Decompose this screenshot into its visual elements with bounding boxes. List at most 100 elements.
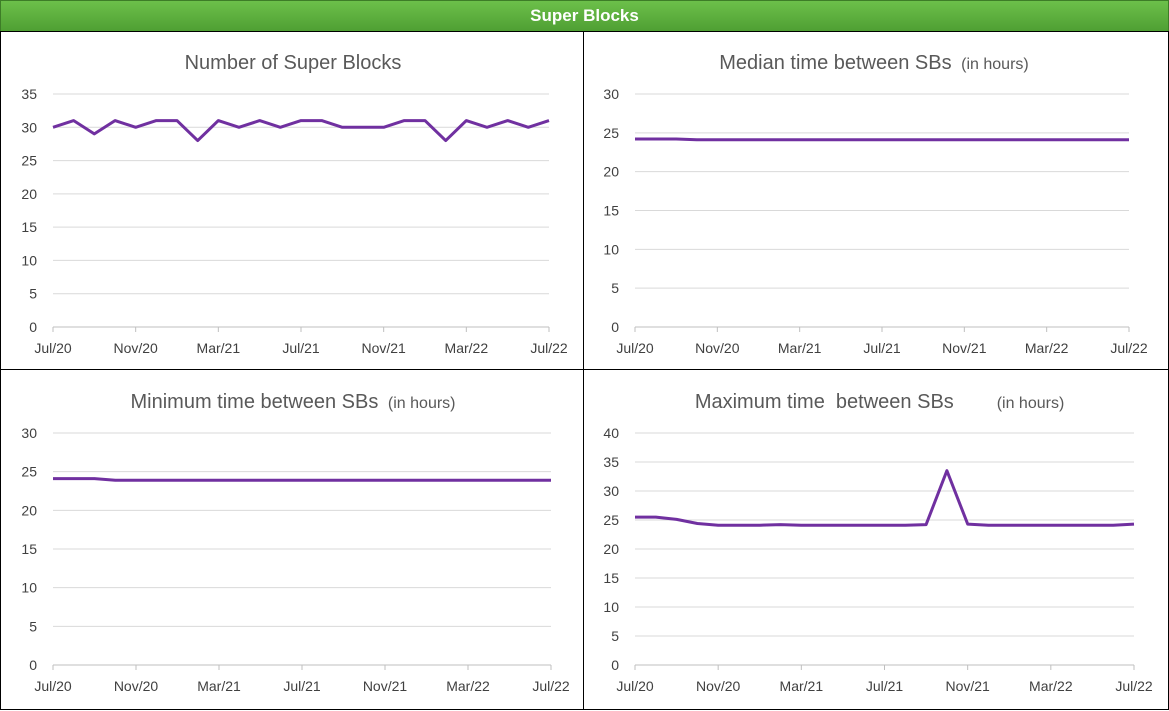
x-tick-label: Nov/21 [361,340,406,356]
y-tick-label: 25 [603,125,619,141]
gridlines [634,93,1130,332]
y-tick-label: 35 [21,86,37,102]
x-tick-label: Mar/21 [197,340,241,356]
chart-title-unit: (in hours) [388,395,456,412]
x-tick-label: Jul/21 [283,678,321,694]
x-tick-label: Mar/22 [1025,340,1069,356]
chart-title-main: Number of Super Blocks [185,52,402,74]
y-tick-label: 30 [603,483,619,499]
series-line [53,477,551,482]
y-tick-label: 35 [603,454,619,470]
series-line [52,119,550,143]
y-tick-label: 15 [603,570,619,586]
x-axis-labels: Jul/20 Nov/20 Mar/21 Jul/21 Nov/21 Mar/22 Jul/… [34,340,568,356]
y-tick-label: 15 [21,219,37,235]
chart-title: Median time between SBs (in hours) [719,52,1028,74]
y-axis-labels: 0 5 10 15 20 25 30 [603,86,619,335]
chart-title-main: Median time between SBs [719,52,951,74]
x-axis-labels: Jul/20 Nov/20 Mar/21 Jul/21 Nov/21 Mar/22 Jul/… [616,340,1148,356]
x-tick-label: Jul/22 [532,678,570,694]
x-tick-label: Mar/21 [197,678,241,694]
x-tick-label: Jul/20 [616,340,654,356]
gridlines [52,432,552,670]
y-tick-label: 20 [603,164,619,180]
y-tick-label: 5 [29,618,37,634]
y-axis-labels: 0 5 10 15 20 25 30 [21,425,37,673]
y-axis-labels: 0 5 10 15 20 25 30 35 40 [603,425,619,673]
chart-panel-minimum-time: Minimum time between SBs (in hours) 0 5 10… [0,369,584,710]
x-tick-label: Jul/20 [616,678,654,694]
chart-title-unit: (in hours) [997,395,1065,412]
series-layer [52,119,550,143]
y-tick-label: 25 [603,512,619,528]
chart-title: Maximum time between SBs (in hours) [656,391,1092,413]
page-header: Super Blocks [0,0,1169,32]
chart-title: Number of Super Blocks [185,52,402,74]
series-layer [635,137,1129,142]
y-tick-label: 20 [603,541,619,557]
chart-title-unit: (in hours) [961,56,1029,73]
x-tick-label: Mar/21 [780,678,824,694]
y-axis-labels: 0 5 10 15 20 25 30 35 [21,86,37,335]
x-tick-label: Jul/22 [530,340,568,356]
x-tick-label: Jul/20 [34,678,72,694]
y-tick-label: 25 [21,464,37,480]
x-tick-label: Jul/21 [282,340,320,356]
gridlines [52,93,550,332]
x-axis-labels: Jul/20 Nov/20 Mar/21 Jul/21 Nov/21 Mar/22 Jul/… [34,678,570,694]
chart-title-main: Maximum time between SBs [695,391,954,413]
gridlines [634,432,1135,670]
x-tick-label: Nov/20 [695,340,740,356]
header-title: Super Blocks [530,6,639,25]
x-tick-label: Nov/20 [114,678,159,694]
y-tick-label: 0 [29,657,37,673]
x-axis-labels: Jul/20 Nov/20 Mar/21 Jul/21 Nov/21 Mar/22 Jul/… [616,678,1153,694]
chart-title: Minimum time between SBs (in hours) [130,391,455,413]
y-tick-label: 25 [21,153,37,169]
y-tick-label: 30 [21,425,37,441]
y-tick-label: 15 [21,541,37,557]
y-tick-label: 30 [603,86,619,102]
x-tick-label: Nov/21 [363,678,408,694]
x-tick-label: Mar/22 [1029,678,1073,694]
chart-panel-median-time: Median time between SBs (in hours) 0 5 10 1… [583,31,1169,370]
x-tick-label: Jul/21 [863,340,901,356]
x-tick-label: Nov/20 [113,340,158,356]
chart-median-time: Median time between SBs (in hours) 0 5 10 1… [603,52,1148,356]
y-tick-label: 0 [611,319,619,335]
y-tick-label: 0 [611,657,619,673]
x-tick-label: Jul/20 [34,340,72,356]
series-layer [635,469,1135,527]
y-tick-label: 10 [603,599,619,615]
x-tick-label: Mar/21 [778,340,822,356]
x-tick-label: Nov/21 [945,678,990,694]
x-tick-label: Jul/22 [1115,678,1153,694]
chart-panel-number-of-super-blocks: Number of Super Blocks 0 5 10 15 20 25 30 35 Ju… [0,31,584,370]
series-line [635,137,1129,142]
y-tick-label: 5 [611,280,619,296]
y-tick-label: 0 [29,319,37,335]
chart-panel-maximum-time: Maximum time between SBs (in hours) 0 5 10… [583,369,1169,710]
series-layer [53,477,551,482]
y-tick-label: 15 [603,203,619,219]
x-tick-label: Nov/20 [696,678,741,694]
y-tick-label: 10 [21,580,37,596]
y-tick-label: 30 [21,119,37,135]
x-tick-label: Nov/21 [942,340,987,356]
x-tick-label: Mar/22 [445,340,489,356]
chart-title-main: Minimum time between SBs [130,391,378,413]
y-tick-label: 5 [611,628,619,644]
series-line [635,469,1135,527]
y-tick-label: 10 [21,252,37,268]
y-tick-label: 40 [603,425,619,441]
x-tick-label: Jul/21 [866,678,904,694]
y-tick-label: 20 [21,502,37,518]
y-tick-label: 10 [603,241,619,257]
y-tick-label: 20 [21,186,37,202]
y-tick-label: 5 [29,286,37,302]
x-tick-label: Mar/22 [446,678,490,694]
chart-minimum-time: Minimum time between SBs (in hours) 0 5 10… [21,391,570,694]
chart-maximum-time: Maximum time between SBs (in hours) 0 5 10… [603,391,1153,694]
x-tick-label: Jul/22 [1110,340,1148,356]
chart-number-of-super-blocks: Number of Super Blocks 0 5 10 15 20 25 30 35 Ju… [21,52,568,356]
